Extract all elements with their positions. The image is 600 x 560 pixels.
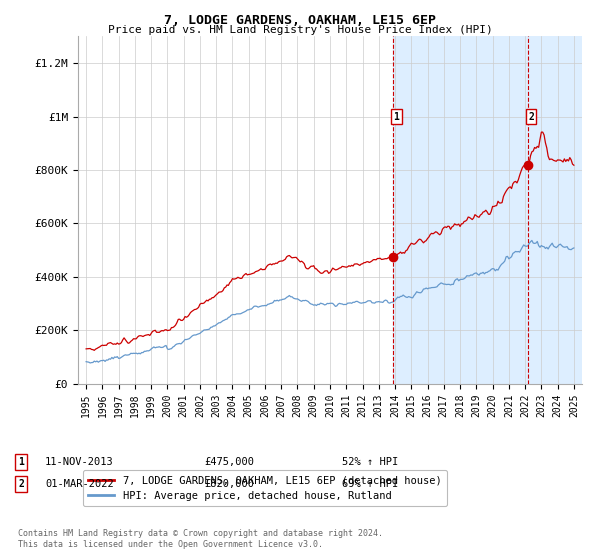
Text: 2: 2 <box>528 111 534 122</box>
Bar <box>393 36 582 384</box>
Legend: 7, LODGE GARDENS, OAKHAM, LE15 6EP (detached house), HPI: Average price, detache: 7, LODGE GARDENS, OAKHAM, LE15 6EP (deta… <box>83 470 447 506</box>
Text: 1: 1 <box>393 111 399 122</box>
Text: 2: 2 <box>18 479 24 489</box>
Text: £820,000: £820,000 <box>204 479 254 489</box>
Text: Price paid vs. HM Land Registry's House Price Index (HPI): Price paid vs. HM Land Registry's House … <box>107 25 493 35</box>
Text: 1: 1 <box>18 457 24 467</box>
Text: Contains HM Land Registry data © Crown copyright and database right 2024.
This d: Contains HM Land Registry data © Crown c… <box>18 529 383 549</box>
Text: 69% ↑ HPI: 69% ↑ HPI <box>342 479 398 489</box>
Text: 11-NOV-2013: 11-NOV-2013 <box>45 457 114 467</box>
Text: 01-MAR-2022: 01-MAR-2022 <box>45 479 114 489</box>
Text: 52% ↑ HPI: 52% ↑ HPI <box>342 457 398 467</box>
Text: 7, LODGE GARDENS, OAKHAM, LE15 6EP: 7, LODGE GARDENS, OAKHAM, LE15 6EP <box>164 14 436 27</box>
Text: £475,000: £475,000 <box>204 457 254 467</box>
